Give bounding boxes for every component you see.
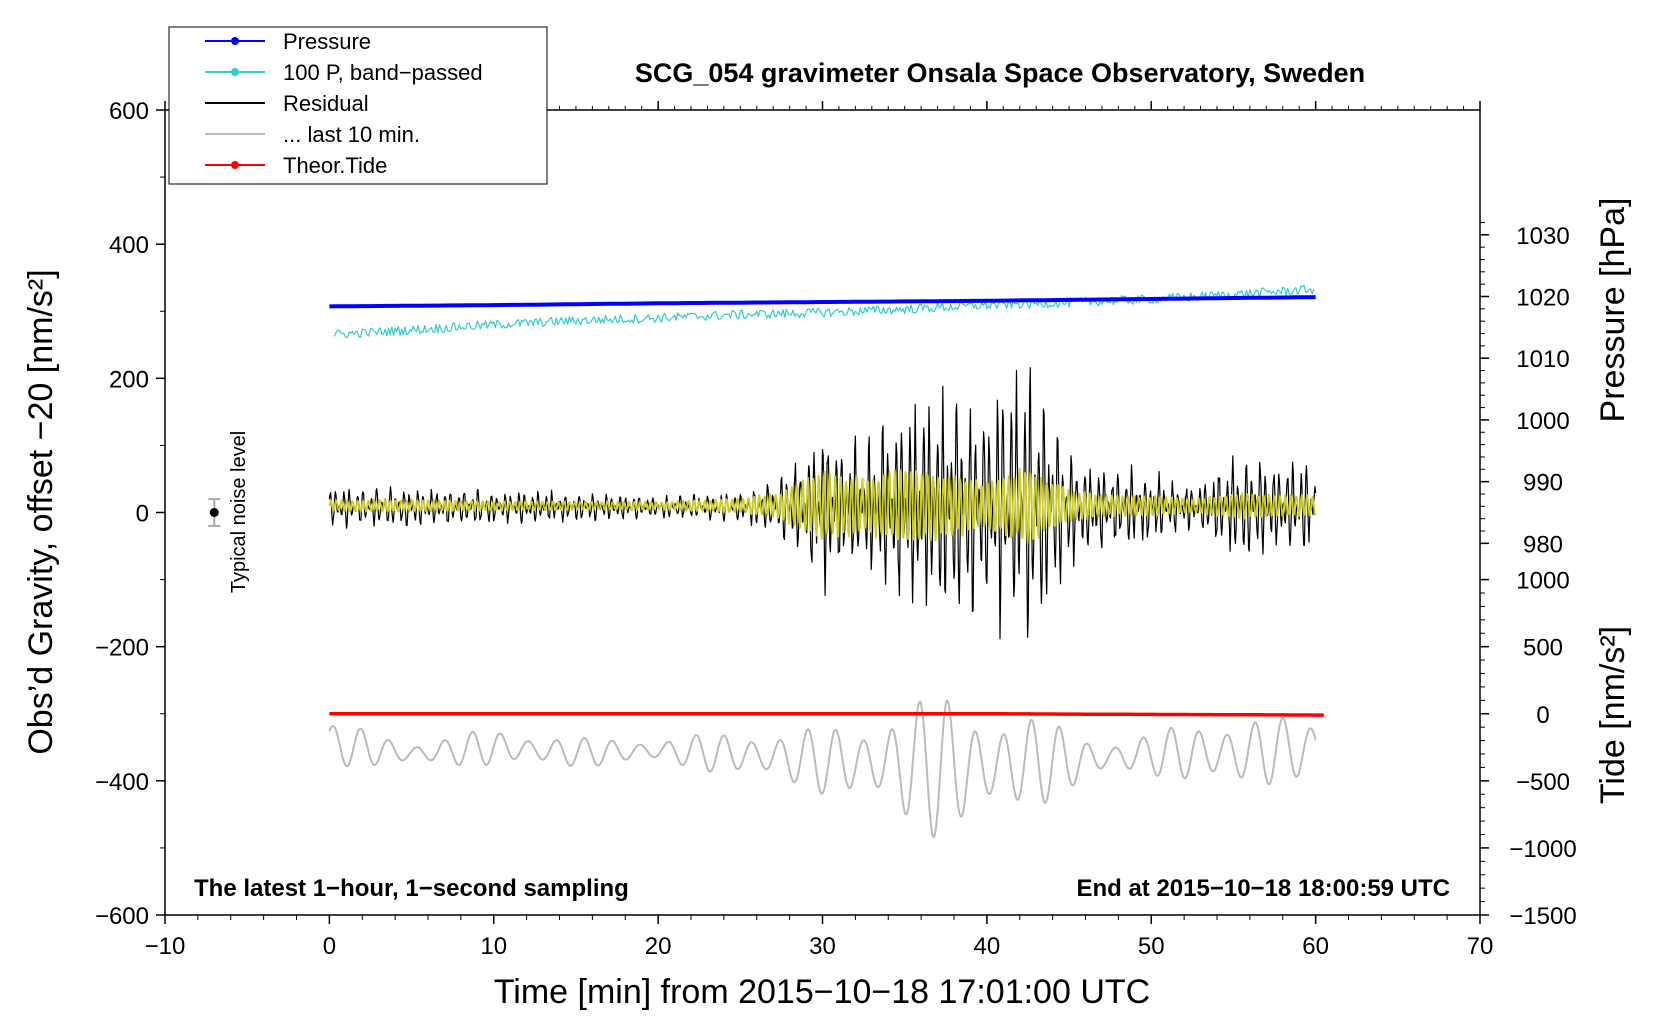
pressure-tick-label: 990	[1523, 470, 1563, 497]
y-tick-label-left: 600	[109, 98, 149, 125]
chart-title: SCG_054 gravimeter Onsala Space Observat…	[635, 58, 1365, 88]
legend-label: ... last 10 min.	[283, 122, 420, 147]
x-tick-label: 30	[809, 933, 836, 960]
x-axis-label: Time [min] from 2015−10−18 17:01:00 UTC	[494, 973, 1150, 1011]
legend: Pressure 100 P, band−passed Residual ... la…	[168, 26, 548, 185]
y-axis-label-pressure: Pressure [hPa]	[1594, 198, 1632, 423]
x-tick-label: 60	[1302, 933, 1329, 960]
legend-label: 100 P, band−passed	[283, 60, 483, 85]
noise-level-label: Typical noise level	[228, 431, 250, 593]
y-tick-label-left: 400	[109, 232, 149, 259]
tide-tick-label: −1000	[1509, 836, 1576, 863]
series-last-10-min	[328, 699, 1317, 839]
series-100p-band-passed	[333, 284, 1315, 339]
series-band-passed-residual	[328, 467, 1317, 544]
y-tick-label-left: −400	[95, 769, 149, 796]
x-tick-label: 20	[645, 933, 672, 960]
x-tick-label: 50	[1138, 933, 1165, 960]
y-axis-label-left: Obs’d Gravity, offset −20 [nm/s²]	[22, 269, 60, 754]
tide-tick-label: −1500	[1509, 903, 1576, 930]
y-tick-label-left: −600	[95, 903, 149, 930]
pressure-tick-label: 1000	[1516, 408, 1569, 435]
noise-point	[209, 508, 219, 517]
tide-tick-label: −500	[1516, 769, 1570, 796]
x-tick-label: 0	[323, 933, 336, 960]
tide-tick-label: 500	[1523, 635, 1563, 662]
legend-label: Theor.Tide	[283, 153, 387, 178]
end-time-note: End at 2015−10−18 18:00:59 UTC	[1076, 875, 1450, 902]
pressure-tick-label: 1010	[1516, 346, 1569, 373]
x-tick-label: 10	[480, 933, 507, 960]
legend-marker	[231, 37, 239, 45]
x-tick-label: 70	[1467, 933, 1494, 960]
y-tick-label-left: 200	[109, 366, 149, 393]
noise-level-marker	[208, 498, 221, 527]
x-tick-label: 40	[974, 933, 1001, 960]
legend-marker	[231, 161, 239, 169]
data-series	[328, 284, 1324, 839]
legend-box	[168, 26, 548, 185]
pressure-tick-label: 1030	[1516, 223, 1569, 250]
y-tick-label-left: −200	[95, 635, 149, 662]
axis-ticks: −10 0 10 20 30 40 50 60 706004002000−200−400−600…	[95, 98, 1577, 960]
legend-label: Pressure	[283, 29, 371, 54]
x-tick-label: −10	[145, 933, 186, 960]
legend-label: Residual	[283, 91, 369, 116]
legend-marker	[231, 68, 239, 76]
pressure-tick-label: 980	[1523, 531, 1563, 558]
series-theor-tide	[329, 712, 1324, 717]
pressure-tick-label: 1020	[1516, 284, 1569, 311]
y-tick-label-left: 0	[136, 501, 149, 528]
tide-tick-label: 0	[1536, 702, 1549, 729]
series-pressure	[329, 295, 1316, 309]
tide-tick-label: 1000	[1516, 568, 1569, 595]
sampling-note: The latest 1−hour, 1−second sampling	[194, 875, 629, 902]
y-axis-label-tide: Tide [nm/s²]	[1594, 626, 1632, 804]
